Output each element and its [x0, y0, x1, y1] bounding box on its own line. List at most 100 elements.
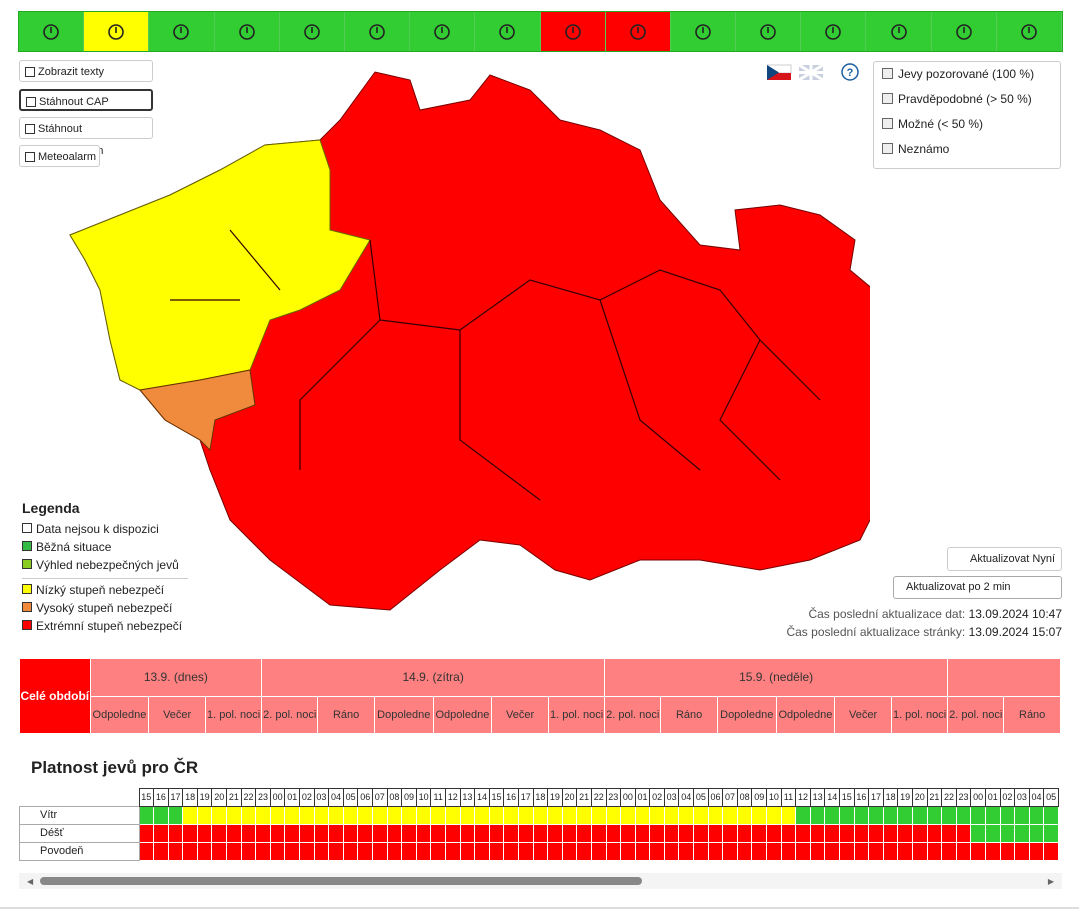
toolbar-tab[interactable]: [84, 12, 150, 51]
hour-label: 05: [342, 788, 359, 807]
period-cell[interactable]: Večer: [491, 695, 549, 734]
toolbar-tab[interactable]: [931, 12, 997, 51]
hour-cell: [926, 805, 943, 825]
hour-cell: [1014, 805, 1030, 825]
hour-label: 18: [182, 788, 198, 807]
toolbar-tab[interactable]: [605, 12, 671, 51]
toolbar-tab[interactable]: [475, 12, 541, 51]
hour-cell: [532, 823, 549, 843]
hour-cell: [605, 841, 622, 861]
day-header[interactable]: 14.9. (zítra): [261, 658, 606, 697]
period-cell[interactable]: 2. pol. noci: [947, 695, 1005, 734]
toolbar-tab[interactable]: [214, 12, 280, 51]
hour-cell: [328, 823, 344, 843]
period-cell[interactable]: Večer: [148, 695, 207, 734]
toolbar-tab[interactable]: [670, 12, 737, 51]
help-icon[interactable]: ?: [847, 67, 854, 79]
scroll-thumb[interactable]: [40, 877, 642, 885]
scrollbar[interactable]: ◀ ▶: [19, 873, 1062, 889]
period-cell[interactable]: Odpoledne: [89, 695, 150, 734]
period-cell[interactable]: Dopoledne: [716, 695, 777, 734]
day-header[interactable]: 13.9. (dnes): [89, 658, 263, 697]
phenomenon-name: Vítr: [19, 805, 140, 825]
map-region[interactable]: [139, 369, 256, 452]
day-header[interactable]: 15.9. (neděle): [604, 658, 949, 697]
hour-cell: [984, 823, 1001, 843]
hour-cell: [313, 823, 330, 843]
period-cell[interactable]: Dopoledne: [373, 695, 434, 734]
map-region[interactable]: [69, 139, 371, 391]
refresh-button[interactable]: Aktualizovat Nyní: [947, 547, 1062, 571]
hour-cell: [722, 841, 738, 861]
hour-label: 16: [153, 788, 169, 807]
period-cell[interactable]: 2. pol. noci: [261, 695, 319, 734]
hour-cell: [693, 805, 709, 825]
period-cell[interactable]: Večer: [834, 695, 892, 734]
hour-label: 11: [780, 788, 797, 807]
hour-label: 21: [576, 788, 592, 807]
hour-cell: [517, 805, 534, 825]
toolbar-tab[interactable]: [540, 12, 606, 51]
hour-cell: [576, 823, 592, 843]
hour-cell: [459, 805, 476, 825]
period-cell[interactable]: 2. pol. noci: [604, 695, 662, 734]
hour-cell: [138, 805, 155, 825]
hour-cell: [240, 841, 257, 861]
hour-label: 18: [532, 788, 549, 807]
hour-cell: [1028, 823, 1045, 843]
hour-label: 08: [386, 788, 403, 807]
hour-cell: [897, 823, 913, 843]
filter-option[interactable]: Pravděpodobné (> 50 %): [882, 92, 1052, 117]
hour-cell: [1043, 823, 1059, 843]
hour-cell: [386, 841, 403, 861]
hour-label: 12: [795, 788, 811, 807]
period-cell[interactable]: Odpoledne: [775, 695, 836, 734]
button[interactable]: Meteoalarm: [19, 145, 100, 167]
period-cell[interactable]: Ráno: [660, 695, 718, 734]
hour-label: 23: [955, 788, 972, 807]
hour-label: 01: [984, 788, 1001, 807]
hour-cell: [211, 805, 228, 825]
row: Odpoledne Večer 1. pol. noci 2. pol. noci Rá…: [20, 695, 1061, 734]
hour-cell: [576, 805, 592, 825]
hour-cell: [561, 823, 578, 843]
filter-option[interactable]: Možné (< 50 %): [882, 117, 1052, 142]
hour-label: 23: [605, 788, 622, 807]
refresh-select[interactable]: Aktualizovat po 2 min: [893, 576, 1062, 599]
toolbar-tab[interactable]: [866, 12, 932, 51]
hour-cell: [882, 823, 899, 843]
period-cell[interactable]: Ráno: [317, 695, 375, 734]
toolbar-tab[interactable]: [19, 12, 85, 51]
hour-cell: [868, 805, 884, 825]
toolbar-tab[interactable]: [996, 12, 1062, 51]
filter-option[interactable]: Jevy pozorované (100 %): [882, 67, 1052, 92]
toolbar-tab[interactable]: [279, 12, 345, 51]
hour-cell: [678, 823, 695, 843]
period-cell[interactable]: 1. pol. noci: [890, 695, 949, 734]
hour-cell: [941, 841, 957, 861]
period-cell[interactable]: Odpoledne: [432, 695, 493, 734]
toolbar-tab[interactable]: [149, 12, 215, 51]
whole-period[interactable]: Celé období: [19, 658, 91, 734]
period-cell[interactable]: Ráno: [1003, 695, 1061, 734]
button[interactable]: Stáhnout CAP: [19, 89, 153, 111]
legend: Legenda Data nejsou k dispozici Běžná sit…: [22, 500, 188, 637]
filter-option[interactable]: Neznámo: [882, 142, 1052, 167]
hour-cell: [459, 823, 476, 843]
period-cell[interactable]: 1. pol. noci: [205, 695, 263, 734]
toolbar-tab[interactable]: [801, 12, 867, 51]
hour-cell: [1014, 841, 1030, 861]
hour-cell: [415, 841, 432, 861]
hour-cell: [1028, 805, 1045, 825]
day-header[interactable]: [947, 658, 1061, 697]
period-cell[interactable]: 1. pol. noci: [547, 695, 606, 734]
footer-line: [0, 907, 1079, 909]
toolbar-tab[interactable]: [410, 12, 476, 51]
hour-cell: [299, 823, 315, 843]
button[interactable]: Zobrazit texty: [19, 60, 153, 82]
toolbar-tab[interactable]: [736, 12, 802, 51]
hour-label: 20: [561, 788, 578, 807]
hour-cell: [824, 805, 840, 825]
toolbar-tab[interactable]: [344, 12, 411, 51]
hour-label: 20: [911, 788, 928, 807]
